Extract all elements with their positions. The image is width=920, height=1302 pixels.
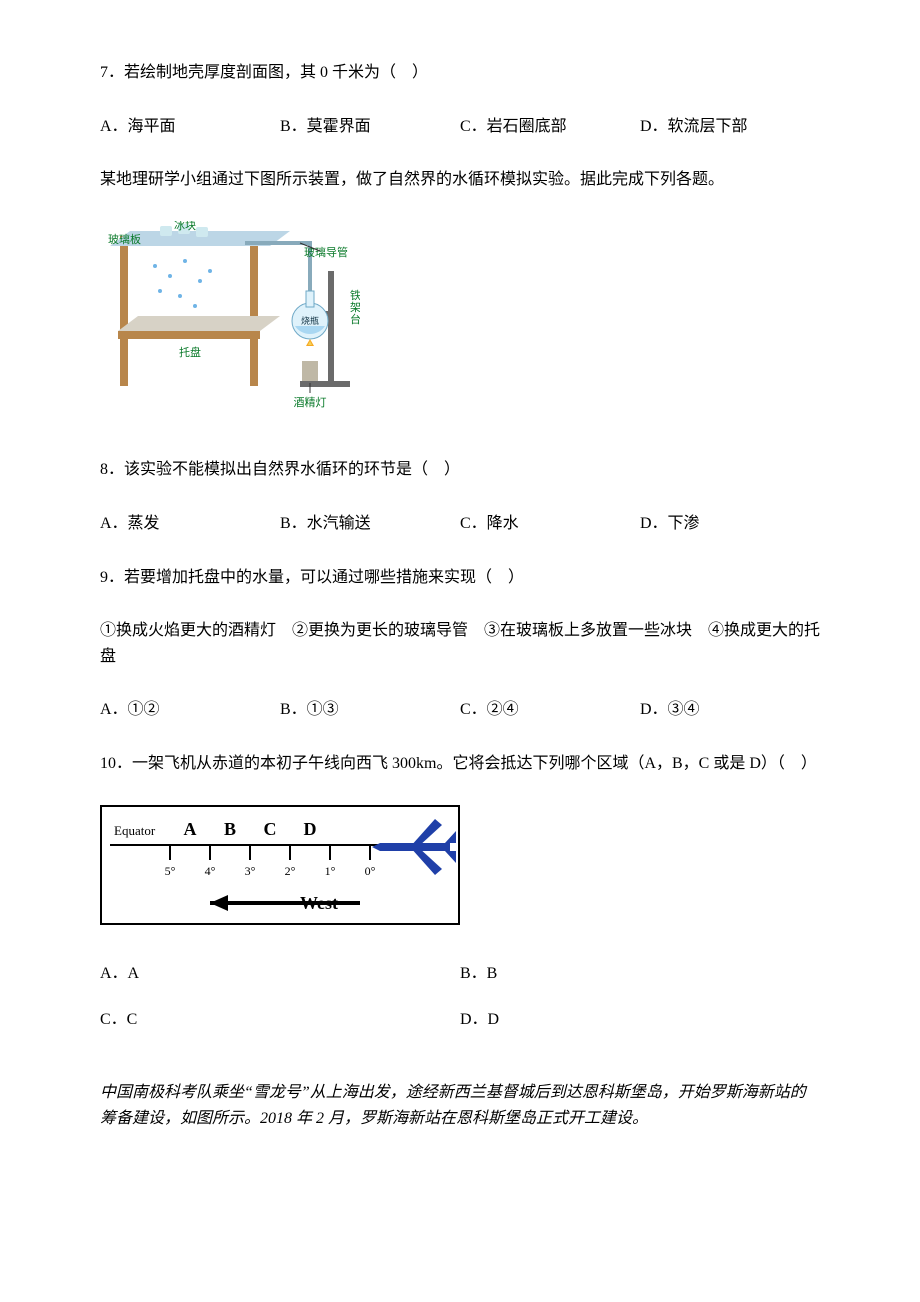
frame-leg [250,236,258,386]
q10-option-b: B．B [460,961,820,987]
degree-0: 0° [365,864,376,878]
equator-figure: Equator A B C D 5° 4° 3° 2° 1° 0° West [100,805,820,934]
equator-svg: Equator A B C D 5° 4° 3° 2° 1° 0° West [100,805,460,925]
q7-option-d: D．软流层下部 [640,114,820,140]
question-7-options: A．海平面 B．莫霍界面 C．岩石圈底部 D．软流层下部 [100,114,820,140]
question-9-text: 9．若要增加托盘中的水量，可以通过哪些措施来实现（ ） [100,565,820,591]
q7-option-b: B．莫霍界面 [280,114,460,140]
q7-option-a: A．海平面 [100,114,280,140]
tray-edge [118,331,260,339]
letter-a: A [184,819,197,839]
q7-option-c: C．岩石圈底部 [460,114,640,140]
tail-passage: 中国南极科考队乘坐“雪龙号”从上海出发，途经新西兰基督城后到达恩科斯堡岛，开始罗… [100,1080,820,1131]
iron-stand-pole [328,271,334,381]
q8-option-d: D．下渗 [640,511,820,537]
degree-3: 3° [245,864,256,878]
question-8-text: 8．该实验不能模拟出自然界水循环的环节是（ ） [100,457,820,483]
iron-stand-base [300,381,350,387]
label-iron-stand-3: 台 [350,312,360,326]
question-10-text: 10．一架飞机从赤道的本初子午线向西飞 300km。它将会抵达下列哪个区域（A，… [100,751,820,777]
west-arrow-head [210,895,228,911]
q10-option-d: D．D [460,1007,820,1033]
intro-8-9: 某地理研学小组通过下图所示装置，做了自然界的水循环模拟实验。据此完成下列各题。 [100,167,820,193]
ticks [170,845,370,860]
rain-drops [153,259,212,308]
flask-neck [306,291,314,307]
tray [118,316,280,331]
ice-cube [196,227,208,237]
letter-d: D [304,819,317,839]
apparatus-figure: 冰块 玻璃板 玻璃导管 铁 架 台 托盘 烧瓶 酒精灯 [100,221,820,430]
question-8-options: A．蒸发 B．水汽输送 C．降水 D．下渗 [100,511,820,537]
question-9-statements: ①换成火焰更大的酒精灯 ②更换为更长的玻璃导管 ③在玻璃板上多放置一些冰块 ④换… [100,618,820,669]
ice-cube [160,226,172,236]
label-iron-stand-2: 架 [350,301,360,314]
q10-option-c: C．C [100,1007,460,1033]
equator-label: Equator [114,823,156,838]
apparatus-svg: 冰块 玻璃板 玻璃导管 铁 架 台 托盘 烧瓶 酒精灯 [100,221,360,421]
label-flask: 烧瓶 [301,315,319,326]
degree-2: 2° [285,864,296,878]
q8-option-b: B．水汽输送 [280,511,460,537]
q9-option-b: B．①③ [280,697,460,723]
degree-5: 5° [165,864,176,878]
letter-c: C [264,819,277,839]
burner-base [302,361,318,381]
airplane-icon [372,819,456,875]
q10-option-a: A．A [100,961,460,987]
q9-option-d: D．③④ [640,697,820,723]
west-label: West [300,893,338,913]
label-iron-stand: 铁 [350,289,360,302]
q8-option-c: C．降水 [460,511,640,537]
label-glass-plate: 玻璃板 [108,232,141,246]
q9-option-c: C．②④ [460,697,640,723]
frame-leg [120,236,128,386]
label-burner: 酒精灯 [294,396,327,409]
degree-1: 1° [325,864,336,878]
question-10-options: A．A B．B C．C D．D [100,961,820,1052]
question-9-options: A．①② B．①③ C．②④ D．③④ [100,697,820,723]
degree-4: 4° [205,864,216,878]
question-7-text: 7．若绘制地壳厚度剖面图，其 0 千米为（ ） [100,60,820,86]
q9-option-a: A．①② [100,697,280,723]
label-ice: 冰块 [174,221,196,232]
label-tray: 托盘 [179,345,201,359]
letter-b: B [224,819,236,839]
q8-option-a: A．蒸发 [100,511,280,537]
